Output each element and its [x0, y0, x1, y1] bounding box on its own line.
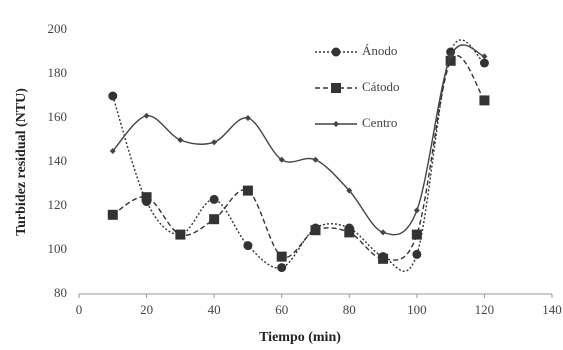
x-tick-label: 0: [76, 302, 83, 317]
legend-marker: [333, 121, 339, 127]
y-tick-label: 160: [48, 109, 68, 124]
y-tick-label: 100: [48, 241, 68, 256]
x-tick-label: 120: [475, 302, 495, 317]
point: [479, 58, 489, 68]
point: [209, 194, 219, 204]
point: [141, 192, 152, 203]
y-tick-label: 140: [48, 153, 68, 168]
point: [276, 251, 287, 262]
x-tick-label: 20: [140, 302, 153, 317]
point: [344, 227, 355, 238]
legend-label: Cátodo: [362, 79, 400, 94]
legend-label: Centro: [362, 115, 397, 130]
point: [447, 53, 454, 60]
y-tick-label: 80: [54, 285, 67, 300]
point: [278, 156, 285, 163]
point: [446, 47, 456, 57]
y-tick-label: 180: [48, 65, 68, 80]
point: [277, 263, 287, 273]
point: [481, 53, 488, 60]
y-tick-label: 120: [48, 197, 68, 212]
y-tick-label: 200: [48, 21, 68, 36]
x-tick-label: 140: [542, 302, 562, 317]
point: [312, 156, 319, 163]
y-axis-label: Turbidez residual (NTU): [14, 88, 29, 236]
x-tick-label: 80: [343, 302, 356, 317]
x-tick-label: 100: [407, 302, 427, 317]
point: [479, 95, 490, 106]
point: [242, 185, 253, 196]
point: [380, 229, 387, 236]
point: [310, 225, 321, 236]
point: [244, 115, 251, 121]
point: [107, 209, 118, 220]
legend-marker: [331, 47, 341, 57]
legend-label: Ánodo: [362, 43, 397, 58]
point: [413, 207, 420, 214]
point: [346, 187, 353, 194]
point: [411, 229, 422, 240]
point: [177, 137, 184, 143]
point: [108, 91, 118, 101]
point: [175, 229, 186, 240]
point: [243, 241, 253, 251]
point: [378, 253, 389, 264]
point: [143, 112, 150, 119]
x-tick-label: 40: [208, 302, 221, 317]
point: [109, 148, 116, 154]
x-tick-label: 60: [275, 302, 288, 317]
point: [211, 139, 218, 146]
x-axis-label: Tiempo (min): [259, 330, 341, 345]
point: [412, 249, 422, 259]
point: [445, 55, 456, 66]
legend-marker: [331, 83, 341, 93]
point: [209, 214, 220, 225]
